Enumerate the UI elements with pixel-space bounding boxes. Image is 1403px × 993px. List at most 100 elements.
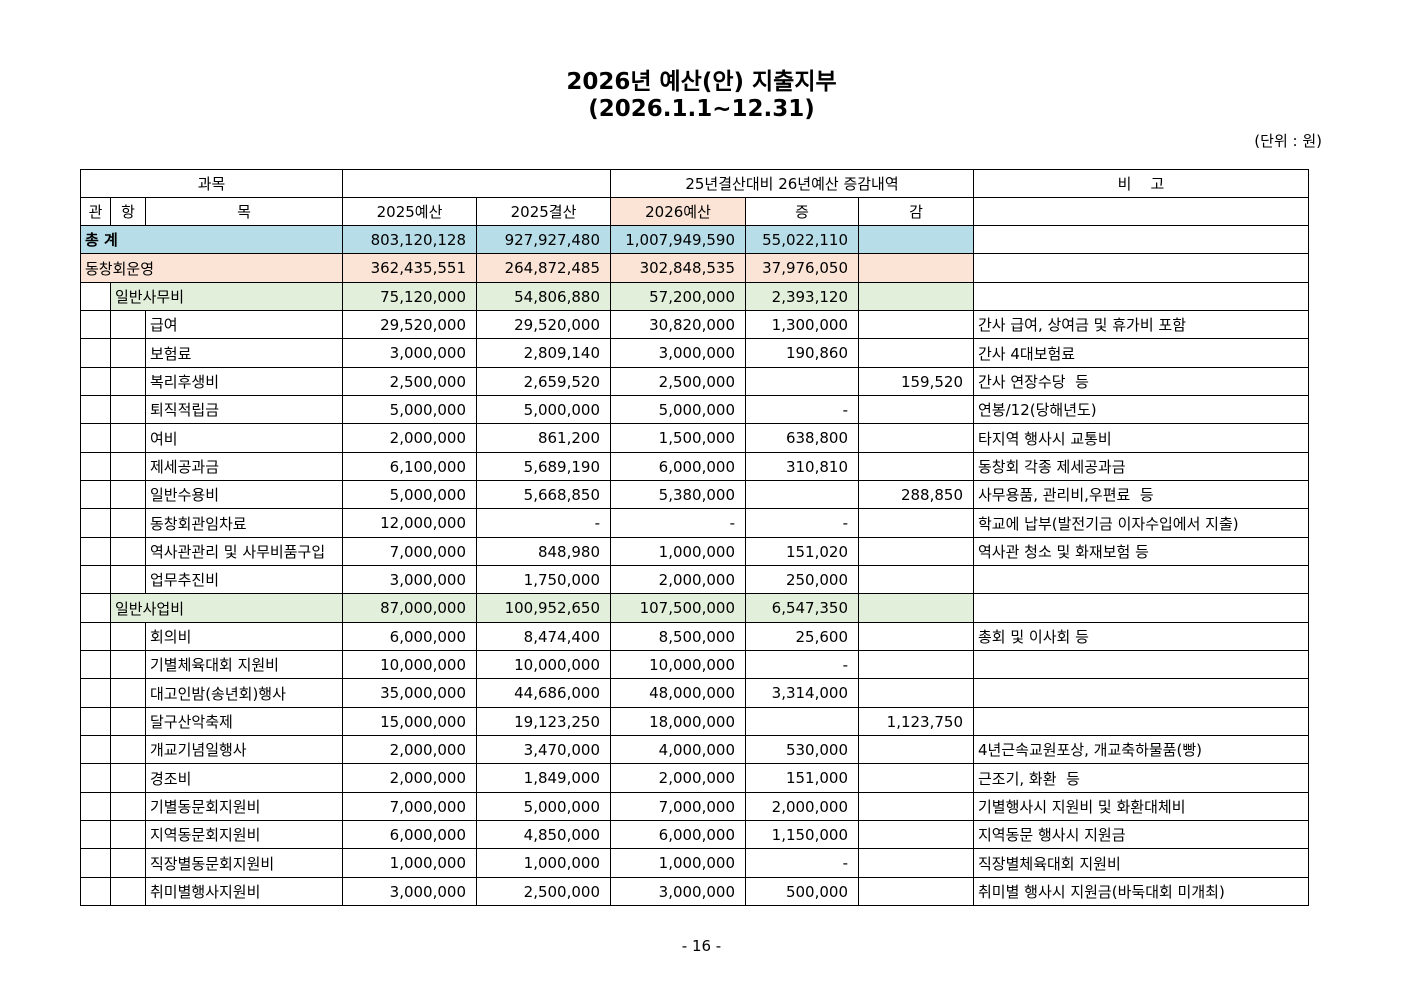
row-name: 일반사업비 [110,593,343,623]
note [973,282,1309,311]
amount: 8,474,400 [476,622,611,651]
header-change: 25년결산대비 26년예산 증감내역 [610,169,974,198]
amount: 6,100,000 [342,452,477,481]
amount: 107,500,000 [610,593,746,623]
amount [858,508,974,538]
row-name: 기별동문회지원비 [145,792,343,821]
row-name: 개교기념일행사 [145,735,343,764]
amount: 10,000,000 [610,650,746,679]
amount: 25,600 [745,622,859,651]
amount: 500,000 [745,877,859,906]
amount: 1,000,000 [476,848,611,878]
amount [858,678,974,708]
row-name: 동창회운영 [80,253,343,283]
amount: 927,927,480 [476,225,611,254]
empty-cell [110,622,146,651]
amount: 12,000,000 [342,508,477,538]
amount: 29,520,000 [476,310,611,339]
amount: 3,000,000 [610,877,746,906]
amount: 151,020 [745,537,859,566]
amount: 3,000,000 [342,565,477,594]
amount: 18,000,000 [610,707,746,736]
amount: 5,380,000 [610,480,746,509]
amount: 2,000,000 [610,565,746,594]
column-header: 감 [858,197,974,226]
empty-cell [110,367,146,396]
amount: 10,000,000 [342,650,477,679]
note: 총회 및 이사회 등 [973,622,1309,651]
empty-cell [110,452,146,481]
amount: 2,000,000 [745,792,859,821]
note [973,253,1309,283]
row-name: 지역동문회지원비 [145,820,343,849]
amount [858,253,974,283]
amount [858,565,974,594]
amount: 264,872,485 [476,253,611,283]
empty-cell [80,650,111,679]
row-name: 회의비 [145,622,343,651]
amount: 530,000 [745,735,859,764]
amount: 6,000,000 [610,820,746,849]
empty-cell [110,480,146,509]
amount: 1,000,000 [342,848,477,878]
amount: 1,849,000 [476,763,611,793]
amount: 5,000,000 [342,480,477,509]
empty-cell [110,735,146,764]
row-name: 복리후생비 [145,367,343,396]
note: 근조기, 화환 등 [973,763,1309,793]
empty-cell [110,792,146,821]
page-number: - 16 - [681,937,722,955]
amount: 15,000,000 [342,707,477,736]
row-name: 퇴직적립금 [145,395,343,424]
row-name: 경조비 [145,763,343,793]
empty-cell [110,310,146,339]
note: 동창회 각종 제세공과금 [973,452,1309,481]
amount: 4,000,000 [610,735,746,764]
note: 직장별체육대회 지원비 [973,848,1309,878]
empty-cell [80,282,111,311]
empty-cell [80,792,111,821]
empty-cell [110,423,146,453]
empty-cell [80,310,111,339]
amount [858,622,974,651]
amount: 1,123,750 [858,707,974,736]
amount: 75,120,000 [342,282,477,311]
empty-cell [80,877,111,906]
amount: 2,500,000 [610,367,746,396]
empty-cell [110,650,146,679]
amount: 159,520 [858,367,974,396]
amount: 861,200 [476,423,611,453]
amount: 362,435,551 [342,253,477,283]
row-name: 여비 [145,423,343,453]
note: 간사 4대보험료 [973,338,1309,368]
amount [858,877,974,906]
amount: 5,000,000 [476,792,611,821]
note [973,707,1309,736]
empty-cell [110,395,146,424]
row-name: 급여 [145,310,343,339]
amount: 190,860 [745,338,859,368]
column-header: 목 [145,197,343,226]
period: (2026.1.1~12.31) [588,96,815,122]
amount [745,367,859,396]
amount [858,225,974,254]
amount: 48,000,000 [610,678,746,708]
amount: 3,470,000 [476,735,611,764]
amount: 302,848,535 [610,253,746,283]
amount [858,423,974,453]
amount: 1,300,000 [745,310,859,339]
amount: 2,500,000 [476,877,611,906]
amount: 100,952,650 [476,593,611,623]
amount: - [745,395,859,424]
amount: 10,000,000 [476,650,611,679]
amount [858,650,974,679]
amount: 2,809,140 [476,338,611,368]
note [973,678,1309,708]
row-name: 역사관관리 및 사무비품구입 [145,537,343,566]
note [973,650,1309,679]
amount: 5,000,000 [342,395,477,424]
empty-cell [110,338,146,368]
amount: 7,000,000 [610,792,746,821]
amount: 2,500,000 [342,367,477,396]
